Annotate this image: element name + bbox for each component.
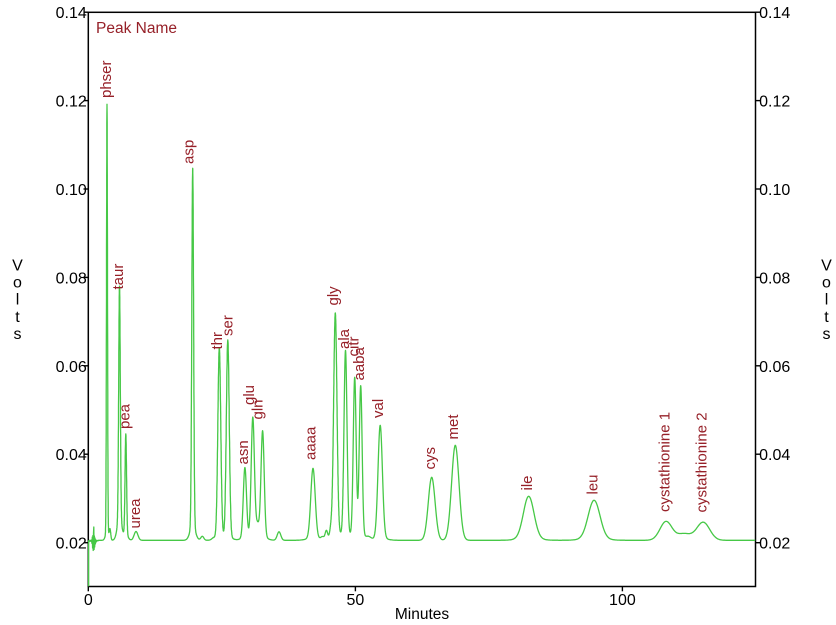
svg-text:0.14: 0.14 [56,5,87,22]
svg-text:cys: cys [422,447,439,470]
svg-text:0.02: 0.02 [56,536,87,553]
svg-text:cystathionine 2: cystathionine 2 [694,412,711,512]
svg-text:pea: pea [117,403,134,429]
svg-text:ser: ser [220,315,237,336]
svg-text:s: s [823,326,831,343]
svg-text:aaba: aaba [351,346,368,380]
svg-text:0.08: 0.08 [759,270,790,287]
svg-text:0.14: 0.14 [759,5,790,22]
svg-text:0.06: 0.06 [56,359,87,376]
svg-text:0.12: 0.12 [759,94,790,111]
svg-text:t: t [15,309,20,326]
svg-text:Peak Name: Peak Name [96,20,177,37]
svg-text:0.08: 0.08 [56,270,87,287]
svg-text:50: 50 [347,592,365,609]
svg-text:gln: gln [249,399,266,419]
svg-text:o: o [822,275,831,292]
svg-text:thr: thr [209,332,226,350]
svg-text:citr: citr [346,337,363,357]
svg-text:val: val [370,399,387,418]
svg-text:0.06: 0.06 [759,359,790,376]
svg-text:0.04: 0.04 [759,447,790,464]
svg-text:0.04: 0.04 [56,447,87,464]
svg-text:0.10: 0.10 [759,182,790,199]
svg-text:l: l [16,292,20,309]
svg-text:0.10: 0.10 [56,182,87,199]
svg-text:aaaa: aaaa [303,426,320,460]
svg-text:phser: phser [98,60,115,98]
svg-text:met: met [445,414,462,440]
svg-text:asn: asn [235,440,252,464]
svg-text:urea: urea [127,498,144,529]
svg-text:gly: gly [325,286,342,306]
svg-text:0: 0 [84,592,93,609]
svg-text:l: l [825,292,829,309]
svg-text:s: s [14,326,22,343]
svg-text:o: o [13,275,22,292]
svg-text:V: V [12,257,23,274]
svg-text:V: V [821,257,832,274]
svg-text:glu: glu [241,385,258,405]
svg-text:ile: ile [519,475,536,490]
svg-text:leu: leu [585,474,602,494]
svg-text:Minutes: Minutes [395,606,450,623]
svg-text:0.02: 0.02 [759,536,790,553]
svg-text:t: t [824,309,829,326]
svg-text:asp: asp [181,140,198,164]
svg-text:taur: taur [110,264,127,290]
svg-text:ala: ala [336,328,353,349]
svg-text:0.12: 0.12 [56,94,87,111]
svg-text:100: 100 [609,592,636,609]
svg-text:cystathionine 1: cystathionine 1 [657,412,674,512]
